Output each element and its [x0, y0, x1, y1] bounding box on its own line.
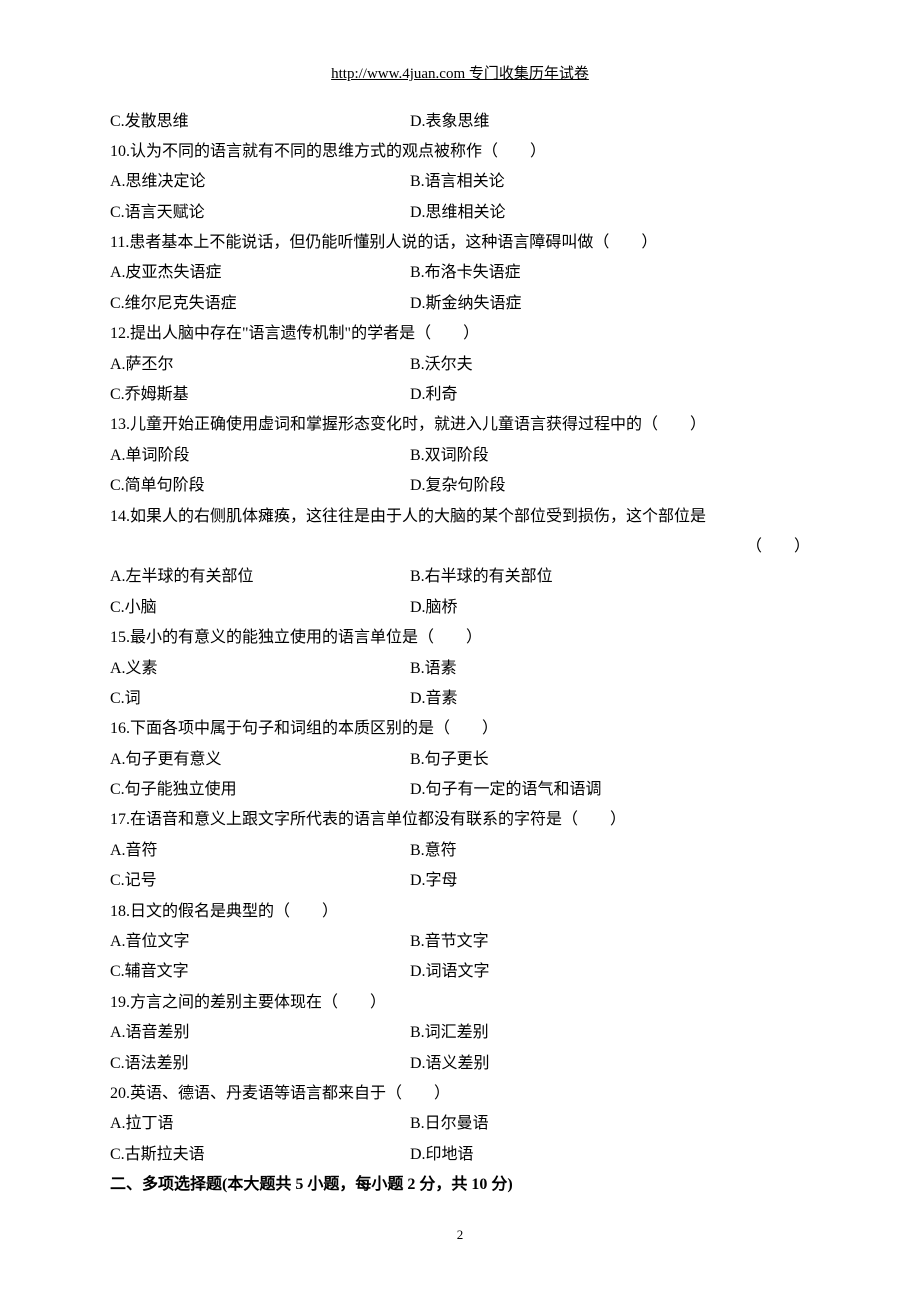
q10-options-ab: A.思维决定论 B.语言相关论 — [110, 167, 810, 197]
q13-stem: 13.儿童开始正确使用虚词和掌握形态变化时，就进入儿童语言获得过程中的（ ） — [110, 410, 810, 440]
q10-opt-b: B.语言相关论 — [410, 167, 810, 197]
q19-stem: 19.方言之间的差别主要体现在（ ） — [110, 988, 810, 1018]
q13-opt-d: D.复杂句阶段 — [410, 471, 810, 501]
q19-options-cd: C.语法差别 D.语义差别 — [110, 1049, 810, 1079]
q19-opt-c: C.语法差别 — [110, 1049, 410, 1079]
q14-opt-d: D.脑桥 — [410, 593, 810, 623]
q14-stem-line1: 14.如果人的右侧肌体瘫痪，这往往是由于人的大脑的某个部位受到损伤，这个部位是 — [110, 502, 810, 532]
q13-options-ab: A.单词阶段 B.双词阶段 — [110, 441, 810, 471]
q12-opt-b: B.沃尔夫 — [410, 350, 810, 380]
q20-options-ab: A.拉丁语 B.日尔曼语 — [110, 1109, 810, 1139]
q20-stem: 20.英语、德语、丹麦语等语言都来自于（ ） — [110, 1079, 810, 1109]
section-2-title: 二、多项选择题(本大题共 5 小题，每小题 2 分，共 10 分) — [110, 1170, 810, 1200]
q10-opt-c: C.语言天赋论 — [110, 198, 410, 228]
q16-stem: 16.下面各项中属于句子和词组的本质区别的是（ ） — [110, 714, 810, 744]
q16-options-cd: C.句子能独立使用 D.句子有一定的语气和语调 — [110, 775, 810, 805]
q9-opt-d: D.表象思维 — [410, 107, 810, 137]
q15-opt-c: C.词 — [110, 684, 410, 714]
q14-paren: （ ） — [746, 532, 810, 562]
q16-opt-c: C.句子能独立使用 — [110, 775, 410, 805]
q9-options-cd: C.发散思维 D.表象思维 — [110, 107, 810, 137]
header-url: http://www.4juan.com 专门收集历年试卷 — [110, 60, 810, 89]
q11-opt-d: D.斯金纳失语症 — [410, 289, 810, 319]
q18-opt-b: B.音节文字 — [410, 927, 810, 957]
q13-opt-a: A.单词阶段 — [110, 441, 410, 471]
q17-stem: 17.在语音和意义上跟文字所代表的语言单位都没有联系的字符是（ ） — [110, 805, 810, 835]
q11-stem: 11.患者基本上不能说话，但仍能听懂别人说的话，这种语言障碍叫做（ ） — [110, 228, 810, 258]
q19-opt-a: A.语音差别 — [110, 1018, 410, 1048]
q16-opt-b: B.句子更长 — [410, 745, 810, 775]
q20-opt-d: D.印地语 — [410, 1140, 810, 1170]
q18-opt-a: A.音位文字 — [110, 927, 410, 957]
q15-opt-d: D.音素 — [410, 684, 810, 714]
q10-opt-d: D.思维相关论 — [410, 198, 810, 228]
q18-options-cd: C.辅音文字 D.词语文字 — [110, 957, 810, 987]
q15-opt-a: A.义素 — [110, 654, 410, 684]
q17-opt-a: A.音符 — [110, 836, 410, 866]
q14-opt-c: C.小脑 — [110, 593, 410, 623]
document-page: http://www.4juan.com 专门收集历年试卷 C.发散思维 D.表… — [0, 0, 920, 1287]
q12-opt-d: D.利奇 — [410, 380, 810, 410]
q12-opt-a: A.萨丕尔 — [110, 350, 410, 380]
q19-options-ab: A.语音差别 B.词汇差别 — [110, 1018, 810, 1048]
q18-options-ab: A.音位文字 B.音节文字 — [110, 927, 810, 957]
q15-opt-b: B.语素 — [410, 654, 810, 684]
q20-opt-c: C.古斯拉夫语 — [110, 1140, 410, 1170]
q12-options-ab: A.萨丕尔 B.沃尔夫 — [110, 350, 810, 380]
q11-options-ab: A.皮亚杰失语症 B.布洛卡失语症 — [110, 258, 810, 288]
q10-options-cd: C.语言天赋论 D.思维相关论 — [110, 198, 810, 228]
q15-options-ab: A.义素 B.语素 — [110, 654, 810, 684]
q20-options-cd: C.古斯拉夫语 D.印地语 — [110, 1140, 810, 1170]
q13-options-cd: C.简单句阶段 D.复杂句阶段 — [110, 471, 810, 501]
q10-stem: 10.认为不同的语言就有不同的思维方式的观点被称作（ ） — [110, 137, 810, 167]
q14-options-cd: C.小脑 D.脑桥 — [110, 593, 810, 623]
q10-opt-a: A.思维决定论 — [110, 167, 410, 197]
q20-opt-b: B.日尔曼语 — [410, 1109, 810, 1139]
q12-options-cd: C.乔姆斯基 D.利奇 — [110, 380, 810, 410]
q13-opt-c: C.简单句阶段 — [110, 471, 410, 501]
q11-opt-a: A.皮亚杰失语症 — [110, 258, 410, 288]
q14-opt-b: B.右半球的有关部位 — [410, 562, 810, 592]
q11-opt-c: C.维尔尼克失语症 — [110, 289, 410, 319]
q16-opt-a: A.句子更有意义 — [110, 745, 410, 775]
q19-opt-d: D.语义差别 — [410, 1049, 810, 1079]
q16-opt-d: D.句子有一定的语气和语调 — [410, 775, 810, 805]
q14-stem-line2: （ ） — [110, 532, 810, 562]
q13-opt-b: B.双词阶段 — [410, 441, 810, 471]
q11-opt-b: B.布洛卡失语症 — [410, 258, 810, 288]
page-number: 2 — [110, 1223, 810, 1248]
q18-stem: 18.日文的假名是典型的（ ） — [110, 897, 810, 927]
q12-opt-c: C.乔姆斯基 — [110, 380, 410, 410]
q17-options-ab: A.音符 B.意符 — [110, 836, 810, 866]
q15-options-cd: C.词 D.音素 — [110, 684, 810, 714]
q19-opt-b: B.词汇差别 — [410, 1018, 810, 1048]
q12-stem: 12.提出人脑中存在"语言遗传机制"的学者是（ ） — [110, 319, 810, 349]
q17-options-cd: C.记号 D.字母 — [110, 866, 810, 896]
q18-opt-c: C.辅音文字 — [110, 957, 410, 987]
q11-options-cd: C.维尔尼克失语症 D.斯金纳失语症 — [110, 289, 810, 319]
q9-opt-c: C.发散思维 — [110, 107, 410, 137]
q17-opt-d: D.字母 — [410, 866, 810, 896]
q15-stem: 15.最小的有意义的能独立使用的语言单位是（ ） — [110, 623, 810, 653]
q17-opt-b: B.意符 — [410, 836, 810, 866]
q16-options-ab: A.句子更有意义 B.句子更长 — [110, 745, 810, 775]
q14-options-ab: A.左半球的有关部位 B.右半球的有关部位 — [110, 562, 810, 592]
q20-opt-a: A.拉丁语 — [110, 1109, 410, 1139]
q17-opt-c: C.记号 — [110, 866, 410, 896]
q14-opt-a: A.左半球的有关部位 — [110, 562, 410, 592]
q18-opt-d: D.词语文字 — [410, 957, 810, 987]
